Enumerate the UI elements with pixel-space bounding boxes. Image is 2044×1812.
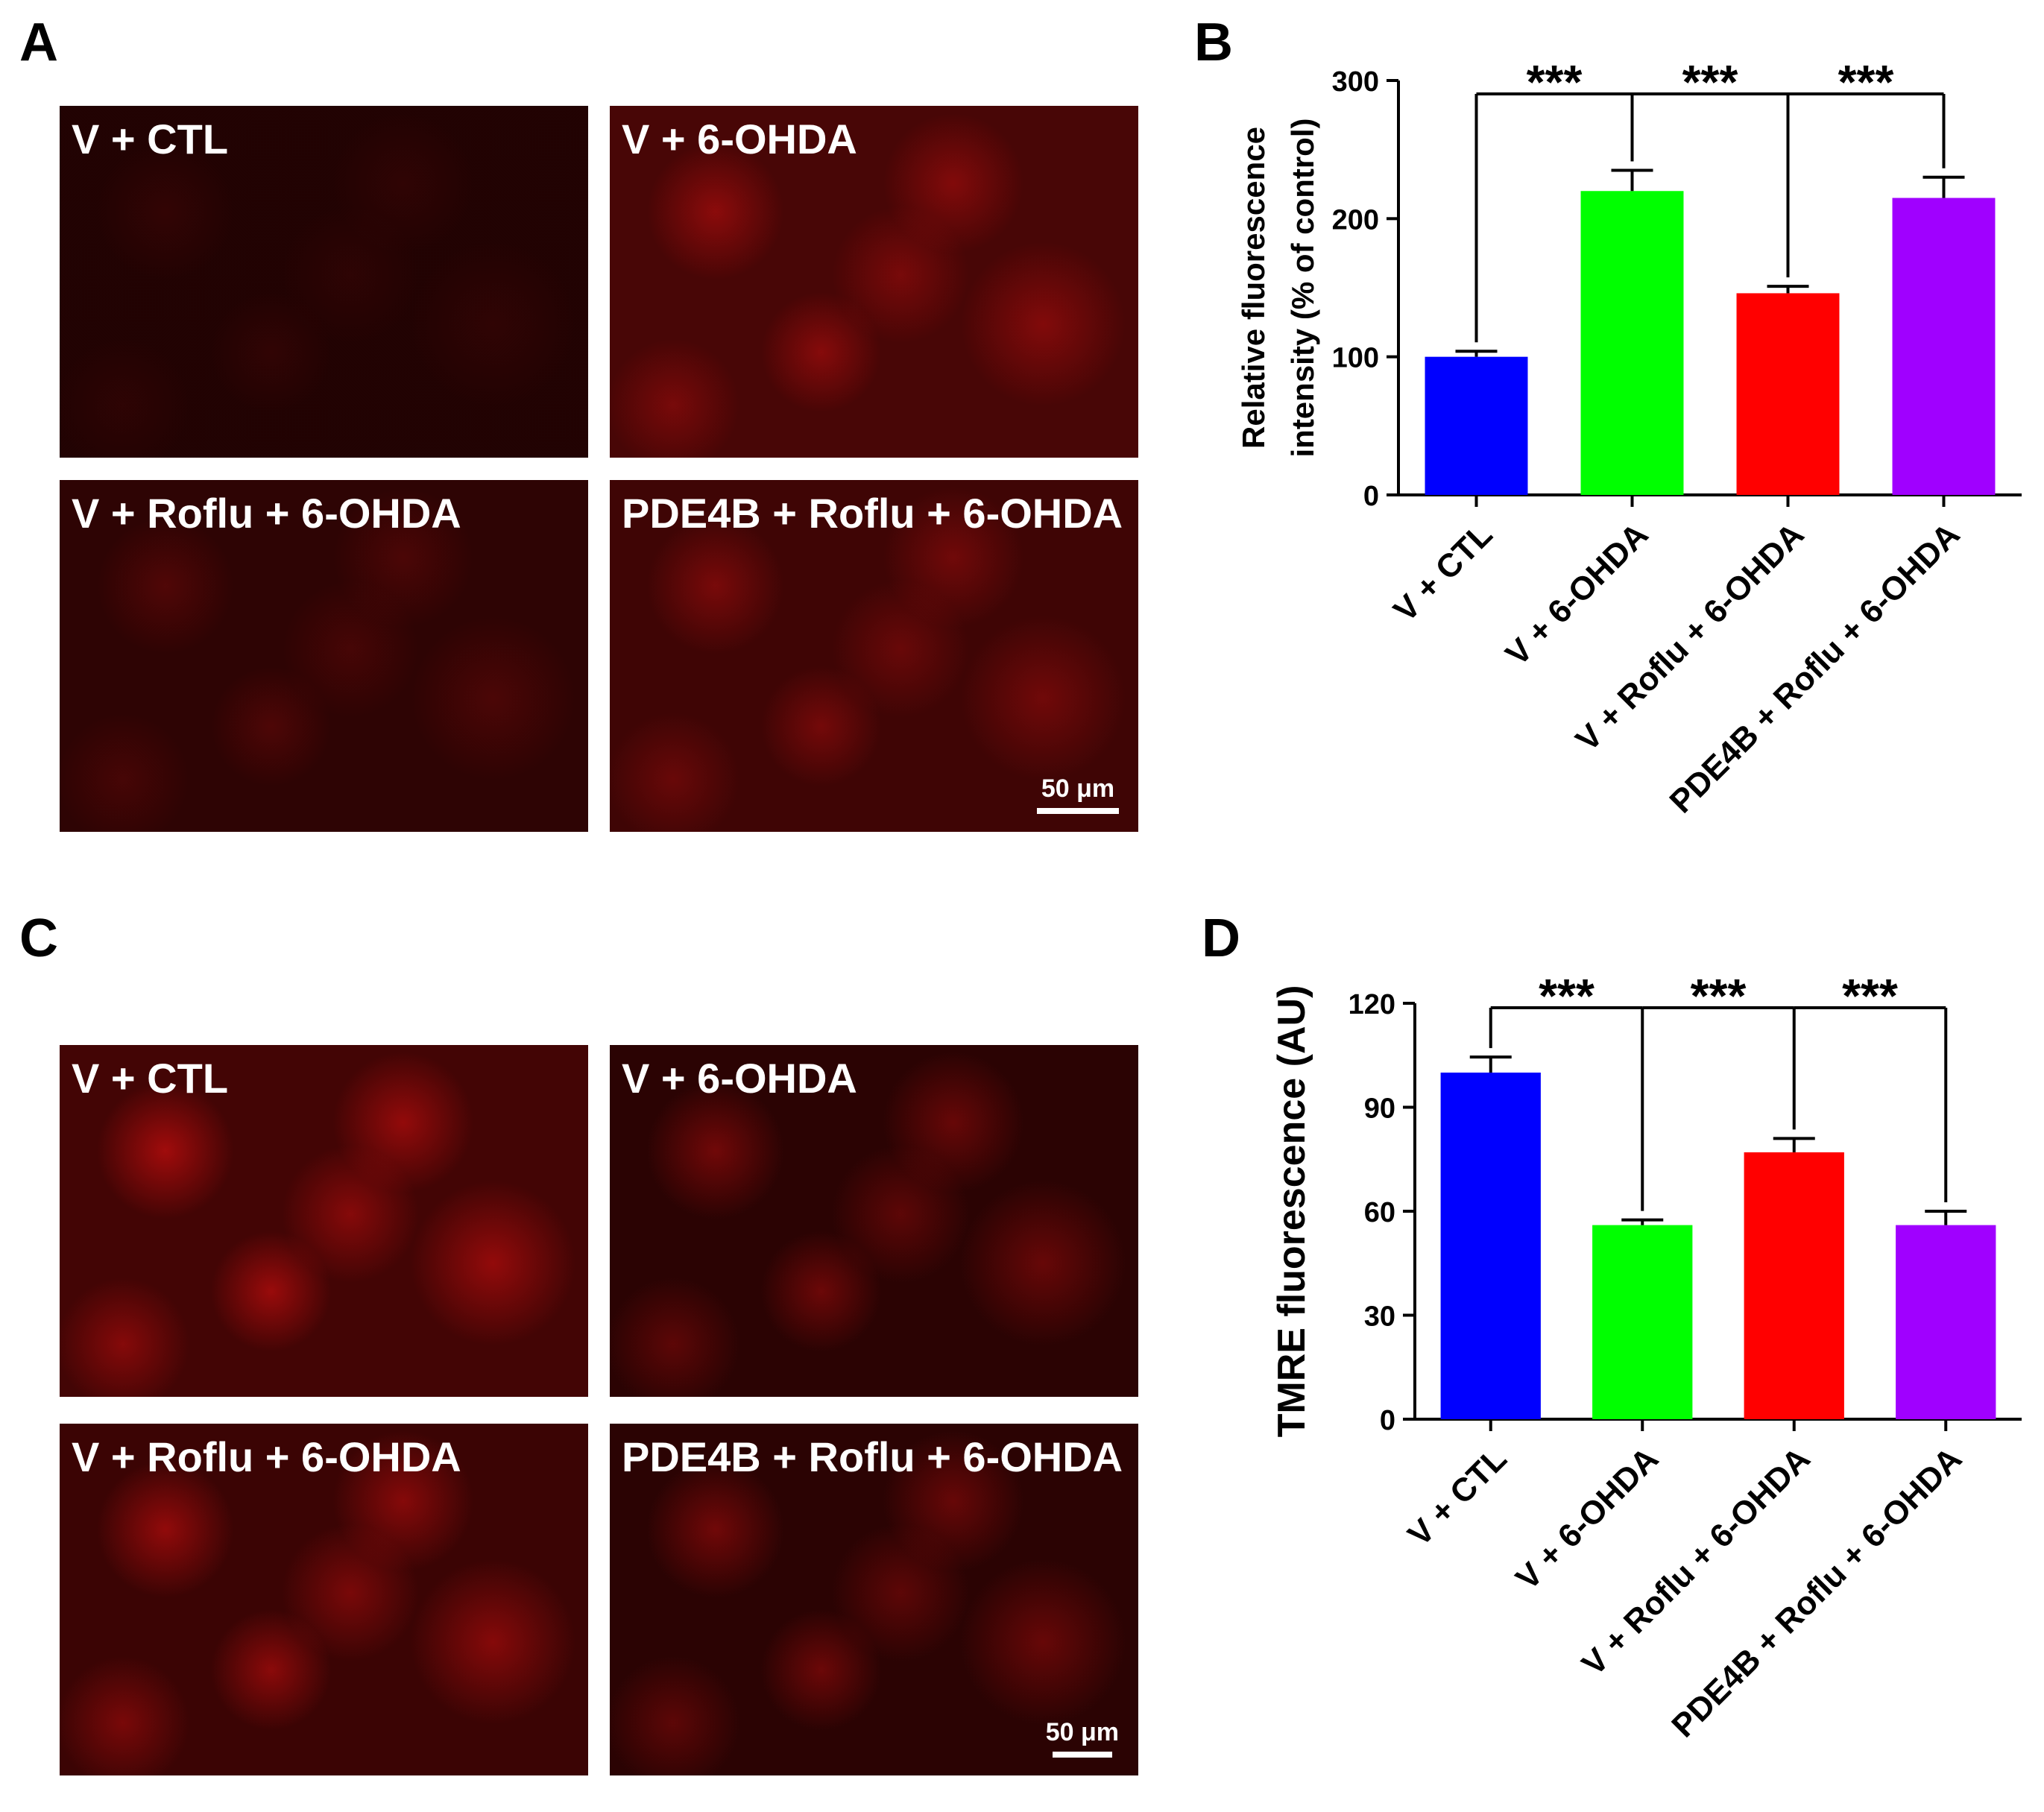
bar: [1892, 198, 1996, 495]
chart-b: 0 100 200 300 Relative fluorescence intensity…: [1236, 55, 2022, 820]
bar: [1425, 356, 1528, 495]
y-tick-label: 100: [1332, 343, 1379, 374]
panel-letter-a: A: [19, 13, 58, 72]
y-tick-label: 30: [1364, 1301, 1395, 1333]
micrograph-a-v-roflu-6ohda: V + Roflu + 6-OHDA: [60, 480, 588, 832]
scale-bar-label: 50 μm: [1045, 1718, 1119, 1746]
significance-label: ***: [1691, 969, 1747, 1023]
scale-bar-line: [1052, 1752, 1112, 1758]
micrograph-c-v-roflu-6ohda: V + Roflu + 6-OHDA: [60, 1424, 588, 1775]
bar: [1896, 1225, 1996, 1419]
micrograph-c-v-ctl: V + CTL: [60, 1045, 588, 1397]
micrograph-label: V + Roflu + 6-OHDA: [72, 490, 461, 537]
micrograph-c-pde4b-roflu-6ohda: PDE4B + Roflu + 6-OHDA 50 μm: [610, 1424, 1138, 1775]
micrograph-label: V + Roflu + 6-OHDA: [72, 1433, 461, 1480]
y-tick-label: 300: [1332, 66, 1379, 98]
scale-bar-label: 50 μm: [1041, 774, 1115, 803]
y-tick-label: 0: [1380, 1405, 1395, 1436]
x-tick-label: V + 6-OHDA: [1509, 1440, 1665, 1597]
bar: [1744, 1152, 1844, 1419]
micrograph-label: PDE4B + Roflu + 6-OHDA: [622, 1433, 1123, 1480]
micrograph-image: [610, 1045, 1138, 1397]
significance-label: ***: [1682, 55, 1738, 109]
scale-bar: 50 μm: [1046, 1718, 1119, 1758]
micrograph-a-v-6ohda: V + 6-OHDA: [610, 106, 1138, 458]
panel-letter-c: C: [19, 909, 58, 968]
panel-letter-d: D: [1202, 909, 1240, 968]
micrograph-image: [60, 480, 588, 832]
micrograph-a-pde4b-roflu-6ohda: PDE4B + Roflu + 6-OHDA 50 μm: [610, 480, 1138, 832]
panel-letter-b: B: [1194, 13, 1233, 72]
micrograph-image: [610, 1424, 1138, 1775]
y-tick-label: 200: [1332, 204, 1379, 236]
micrograph-label: V + CTL: [72, 116, 229, 162]
y-axis-label: TMRE fluorescence (AU): [1270, 985, 1313, 1438]
micrograph-image: [610, 480, 1138, 832]
micrograph-label: V + 6-OHDA: [622, 1055, 857, 1102]
significance-label: ***: [1838, 55, 1894, 109]
significance-label: ***: [1527, 55, 1583, 109]
significance-label: ***: [1539, 969, 1594, 1023]
bar: [1736, 293, 1840, 495]
x-tick-label: PDE4B + Roflu + 6-OHDA: [1663, 516, 1967, 820]
y-tick-label: 0: [1363, 481, 1379, 512]
y-tick-label: 60: [1364, 1197, 1395, 1228]
micrograph-a-v-ctl: V + CTL: [60, 106, 588, 458]
bar: [1580, 191, 1684, 495]
micrograph-image: [60, 1424, 588, 1775]
y-axis-label: Relative fluorescence: [1236, 127, 1271, 449]
x-tick-label: V + CTL: [1387, 516, 1499, 628]
y-tick-label: 120: [1349, 989, 1395, 1020]
bar: [1592, 1225, 1693, 1419]
micrograph-image: [610, 106, 1138, 458]
micrograph-label: V + CTL: [72, 1055, 229, 1102]
bar: [1440, 1073, 1541, 1419]
x-tick-label: V + CTL: [1401, 1440, 1513, 1553]
chart-d: 0 30 60 90 120 TMRE fluorescence (AU) V + CTLV…: [1270, 969, 2022, 1744]
micrograph-image: [60, 106, 588, 458]
micrograph-c-v-6ohda: V + 6-OHDA: [610, 1045, 1138, 1397]
y-tick-label: 90: [1364, 1093, 1395, 1125]
y-axis-label: intensity (% of control): [1285, 119, 1320, 458]
micrograph-label: PDE4B + Roflu + 6-OHDA: [622, 490, 1123, 537]
micrograph-image: [60, 1045, 588, 1397]
x-tick-label: V + 6-OHDA: [1498, 516, 1655, 672]
scale-bar-line: [1037, 808, 1119, 814]
x-tick-label: PDE4B + Roflu + 6-OHDA: [1665, 1440, 1969, 1744]
micrograph-label: V + 6-OHDA: [622, 116, 857, 162]
scale-bar: 50 μm: [1037, 774, 1119, 814]
significance-label: ***: [1842, 969, 1898, 1023]
